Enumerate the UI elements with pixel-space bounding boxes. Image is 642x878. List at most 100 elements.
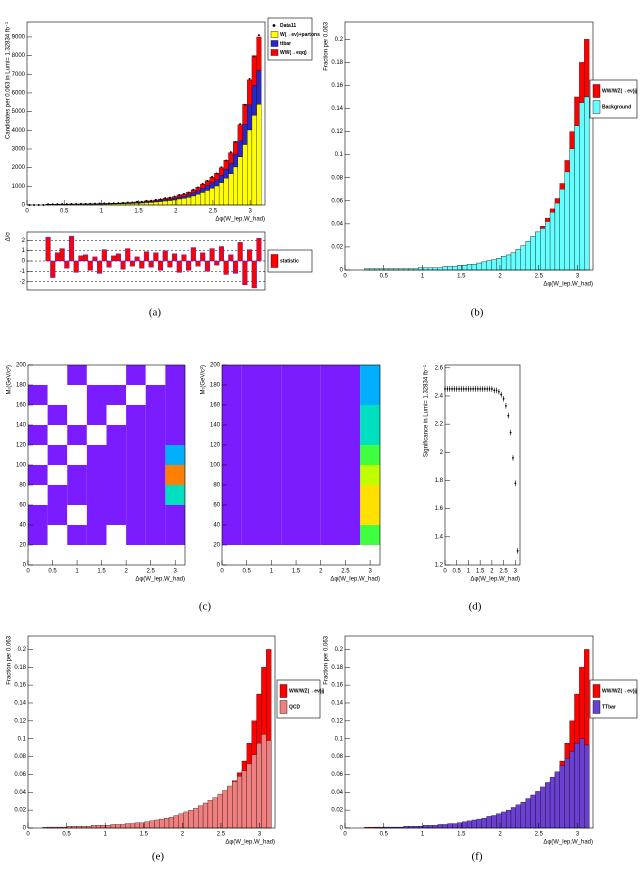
heatmap-cell <box>145 525 166 545</box>
bar <box>125 248 131 262</box>
data-point <box>243 103 246 106</box>
y-tick-label: 0.06 <box>331 198 343 204</box>
data-point <box>107 202 110 205</box>
legend-label: W(→eν)+partons <box>280 32 320 38</box>
histogram-bar <box>579 102 585 271</box>
heatmap-cell <box>261 525 282 545</box>
y-axis-title: Fraction per 0.063 <box>324 21 330 70</box>
x-tick-label: 0 <box>343 832 347 838</box>
x-tick-label: 1.5 <box>134 209 143 215</box>
bar <box>237 242 243 262</box>
heatmap-cell <box>301 465 321 485</box>
y-tick-label: 0.08 <box>14 754 26 760</box>
histogram-bar <box>162 200 168 206</box>
heatmap-cell <box>241 505 262 525</box>
legend-label: WW/WZ(→eν)jj <box>289 688 325 694</box>
histogram-bar <box>188 809 194 829</box>
heatmap-cell <box>67 505 87 525</box>
histogram-bar <box>452 823 458 829</box>
point <box>498 390 500 393</box>
histogram-bar <box>491 259 497 271</box>
histogram-bar <box>584 744 590 829</box>
histogram-bar <box>452 266 458 271</box>
y-tick-label: 0.02 <box>14 808 26 814</box>
y-tick-label: 0.06 <box>331 772 343 778</box>
heatmap-cell <box>320 405 341 425</box>
y-tick-label: 0.14 <box>14 701 26 707</box>
heatmap-cell <box>28 385 48 405</box>
x-tick-label: 0.5 <box>243 569 252 575</box>
point <box>505 404 507 407</box>
point <box>451 388 453 390</box>
heatmap-cell <box>360 445 380 465</box>
histogram-bar <box>227 785 233 829</box>
histogram-bar <box>545 782 551 829</box>
y-tick-label: -2 <box>20 279 26 285</box>
histogram-bar <box>218 182 224 206</box>
legend-swatch <box>279 684 288 698</box>
y-tick-label: 100 <box>16 463 27 469</box>
histogram-bar <box>153 201 159 206</box>
data-point <box>79 202 82 205</box>
y-axis-title: Candidates per 0.063 in Lumi= 1.32834 fb… <box>6 22 12 139</box>
histogram-bar <box>520 245 526 271</box>
legend-swatch <box>279 700 288 714</box>
bar <box>153 252 159 262</box>
heatmap-cell <box>301 405 321 425</box>
y-tick-label: 2000 <box>12 165 26 171</box>
x-tick-label: 2.5 <box>535 832 544 838</box>
x-tick-label: 0 <box>343 274 347 280</box>
histogram-bar <box>200 188 206 193</box>
histogram-bar <box>186 197 192 206</box>
histogram-bar <box>178 813 184 829</box>
y-tick-label: 1.4 <box>435 534 444 540</box>
point <box>481 388 484 390</box>
caption: (f) <box>472 851 483 863</box>
x-tick-label: 0.5 <box>380 832 389 838</box>
histogram-bar <box>153 200 159 203</box>
y-tick-label: 0.06 <box>14 772 26 778</box>
x-axis-title: Δφ(W_lep,W_had) <box>215 217 265 223</box>
legend-label: ttbar <box>280 41 291 47</box>
heatmap-cell <box>165 385 185 405</box>
point <box>507 414 510 417</box>
histogram-bar <box>525 798 531 829</box>
y-tick-label: 4000 <box>12 128 26 134</box>
bar <box>223 260 229 275</box>
point <box>512 457 514 459</box>
heatmap-cell <box>145 505 166 525</box>
histogram-bar <box>172 199 178 206</box>
bar <box>78 255 84 262</box>
histogram-bar <box>515 804 521 829</box>
bar <box>73 260 79 273</box>
histogram-bar <box>476 262 482 271</box>
heatmap-cell <box>106 485 127 505</box>
bar <box>111 255 117 262</box>
y-tick-label: 0.1 <box>335 152 344 158</box>
histogram-bar <box>574 125 580 271</box>
histogram-bar <box>442 824 448 829</box>
caption: (c) <box>199 601 212 613</box>
histogram-bar <box>158 201 164 206</box>
y-tick-label: 2 <box>440 450 444 456</box>
histogram-bar <box>247 104 253 131</box>
y-tick-label: 1 <box>22 248 26 254</box>
heatmap-cell <box>106 405 127 425</box>
bar <box>200 252 206 262</box>
heatmap-cell <box>222 525 242 545</box>
y-tick-label: 2.6 <box>435 365 444 371</box>
heatmap-cell <box>126 505 146 525</box>
histogram-bar <box>422 825 429 829</box>
histogram-bar <box>148 202 154 206</box>
heatmap-cell <box>360 365 380 385</box>
data-point <box>126 201 129 204</box>
plot-frame <box>344 635 594 829</box>
histogram-bar <box>530 236 536 271</box>
heatmap-cell <box>165 545 185 565</box>
heatmap-cell <box>165 485 185 505</box>
heatmap-cell <box>281 465 301 485</box>
data-point <box>51 203 54 206</box>
x-tick-label: 2 <box>181 832 185 838</box>
heatmap-cell <box>340 485 361 505</box>
y-tick-label: 200 <box>210 363 221 369</box>
